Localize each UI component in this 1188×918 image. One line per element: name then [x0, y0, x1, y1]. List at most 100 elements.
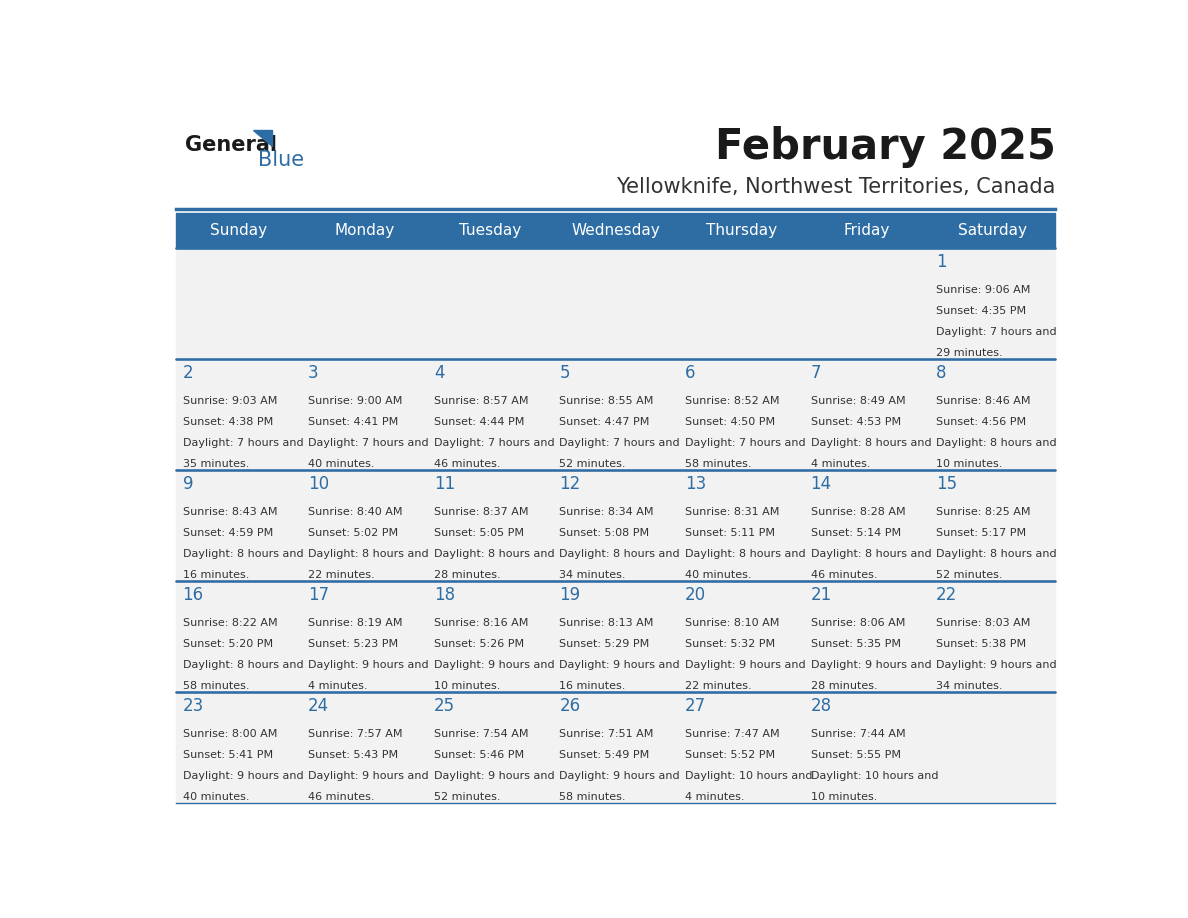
Text: Friday: Friday: [843, 223, 890, 238]
Text: 16 minutes.: 16 minutes.: [183, 570, 249, 580]
Text: Daylight: 7 hours and: Daylight: 7 hours and: [308, 438, 429, 448]
Bar: [302, 581, 428, 692]
Text: Sunset: 4:56 PM: Sunset: 4:56 PM: [936, 417, 1026, 427]
Text: Sunset: 5:29 PM: Sunset: 5:29 PM: [560, 639, 650, 649]
Text: 28 minutes.: 28 minutes.: [434, 570, 500, 580]
Text: 46 minutes.: 46 minutes.: [308, 792, 374, 802]
Bar: [804, 470, 930, 581]
Text: Daylight: 7 hours and: Daylight: 7 hours and: [560, 438, 680, 448]
Text: 35 minutes.: 35 minutes.: [183, 459, 249, 469]
Bar: [428, 359, 552, 470]
Text: 13: 13: [685, 475, 706, 493]
Text: 24: 24: [308, 697, 329, 715]
Bar: [428, 581, 552, 692]
Bar: [804, 692, 930, 803]
Text: 46 minutes.: 46 minutes.: [810, 570, 877, 580]
Text: Sunrise: 9:03 AM: Sunrise: 9:03 AM: [183, 396, 277, 406]
Text: Sunrise: 8:31 AM: Sunrise: 8:31 AM: [685, 507, 779, 517]
Text: 58 minutes.: 58 minutes.: [560, 792, 626, 802]
Text: Sunset: 5:26 PM: Sunset: 5:26 PM: [434, 639, 524, 649]
Text: Sunset: 5:05 PM: Sunset: 5:05 PM: [434, 528, 524, 538]
Text: 5: 5: [560, 364, 570, 382]
Text: Daylight: 9 hours and: Daylight: 9 hours and: [810, 660, 931, 670]
Text: Sunset: 4:59 PM: Sunset: 4:59 PM: [183, 528, 273, 538]
Text: 8: 8: [936, 364, 947, 382]
Text: Sunset: 4:38 PM: Sunset: 4:38 PM: [183, 417, 273, 427]
Text: Daylight: 10 hours and: Daylight: 10 hours and: [685, 771, 813, 781]
Text: 52 minutes.: 52 minutes.: [434, 792, 500, 802]
Text: 14: 14: [810, 475, 832, 493]
Text: 7: 7: [810, 364, 821, 382]
Text: Sunrise: 7:51 AM: Sunrise: 7:51 AM: [560, 729, 653, 739]
Text: 10: 10: [308, 475, 329, 493]
Text: Daylight: 9 hours and: Daylight: 9 hours and: [308, 660, 429, 670]
Text: Sunrise: 8:40 AM: Sunrise: 8:40 AM: [308, 507, 403, 517]
Text: 3: 3: [308, 364, 318, 382]
Text: 16: 16: [183, 586, 203, 604]
Bar: [678, 359, 804, 470]
Text: Sunrise: 8:25 AM: Sunrise: 8:25 AM: [936, 507, 1031, 517]
Text: Sunset: 5:32 PM: Sunset: 5:32 PM: [685, 639, 775, 649]
Text: Sunrise: 9:00 AM: Sunrise: 9:00 AM: [308, 396, 403, 406]
Text: 17: 17: [308, 586, 329, 604]
Polygon shape: [253, 130, 272, 145]
Text: Daylight: 9 hours and: Daylight: 9 hours and: [183, 771, 303, 781]
Text: Sunset: 4:47 PM: Sunset: 4:47 PM: [560, 417, 650, 427]
Text: 28: 28: [810, 697, 832, 715]
Bar: [176, 248, 302, 359]
Bar: [302, 248, 428, 359]
Text: Sunset: 5:17 PM: Sunset: 5:17 PM: [936, 528, 1026, 538]
Text: Sunrise: 8:46 AM: Sunrise: 8:46 AM: [936, 396, 1031, 406]
Text: Sunrise: 8:55 AM: Sunrise: 8:55 AM: [560, 396, 653, 406]
Text: 22 minutes.: 22 minutes.: [685, 681, 752, 691]
Text: Sunset: 5:46 PM: Sunset: 5:46 PM: [434, 750, 524, 760]
Bar: [428, 692, 552, 803]
Bar: [678, 581, 804, 692]
Text: 40 minutes.: 40 minutes.: [685, 570, 752, 580]
Text: Sunrise: 7:47 AM: Sunrise: 7:47 AM: [685, 729, 779, 739]
Bar: [176, 692, 302, 803]
Text: Sunset: 5:35 PM: Sunset: 5:35 PM: [810, 639, 901, 649]
Bar: [678, 213, 804, 248]
Text: Sunset: 5:49 PM: Sunset: 5:49 PM: [560, 750, 650, 760]
Text: Daylight: 7 hours and: Daylight: 7 hours and: [685, 438, 805, 448]
Text: Sunset: 5:02 PM: Sunset: 5:02 PM: [308, 528, 398, 538]
Text: 40 minutes.: 40 minutes.: [308, 459, 374, 469]
Text: Sunrise: 8:13 AM: Sunrise: 8:13 AM: [560, 618, 653, 628]
Text: Sunset: 4:41 PM: Sunset: 4:41 PM: [308, 417, 398, 427]
Text: Sunrise: 8:34 AM: Sunrise: 8:34 AM: [560, 507, 653, 517]
Bar: [302, 692, 428, 803]
Bar: [930, 359, 1055, 470]
Text: Daylight: 7 hours and: Daylight: 7 hours and: [434, 438, 555, 448]
Text: 19: 19: [560, 586, 581, 604]
Text: Sunset: 5:38 PM: Sunset: 5:38 PM: [936, 639, 1026, 649]
Bar: [552, 359, 678, 470]
Text: Daylight: 8 hours and: Daylight: 8 hours and: [183, 549, 303, 559]
Bar: [804, 213, 930, 248]
Text: 23: 23: [183, 697, 204, 715]
Text: Sunrise: 8:49 AM: Sunrise: 8:49 AM: [810, 396, 905, 406]
Text: Sunset: 4:50 PM: Sunset: 4:50 PM: [685, 417, 775, 427]
Text: Sunset: 5:55 PM: Sunset: 5:55 PM: [810, 750, 901, 760]
Text: 4: 4: [434, 364, 444, 382]
Text: 2: 2: [183, 364, 194, 382]
Text: Daylight: 8 hours and: Daylight: 8 hours and: [936, 549, 1057, 559]
Text: Blue: Blue: [258, 150, 304, 170]
Text: Daylight: 8 hours and: Daylight: 8 hours and: [183, 660, 303, 670]
Bar: [930, 581, 1055, 692]
Bar: [552, 470, 678, 581]
Bar: [930, 213, 1055, 248]
Text: 22: 22: [936, 586, 958, 604]
Text: Sunset: 5:11 PM: Sunset: 5:11 PM: [685, 528, 775, 538]
Text: 58 minutes.: 58 minutes.: [685, 459, 752, 469]
Text: 27: 27: [685, 697, 706, 715]
Text: 16 minutes.: 16 minutes.: [560, 681, 626, 691]
Text: Sunrise: 7:57 AM: Sunrise: 7:57 AM: [308, 729, 403, 739]
Text: Sunset: 4:44 PM: Sunset: 4:44 PM: [434, 417, 524, 427]
Text: Sunday: Sunday: [210, 223, 267, 238]
Bar: [302, 470, 428, 581]
Bar: [176, 581, 302, 692]
Text: 11: 11: [434, 475, 455, 493]
Text: Sunrise: 8:19 AM: Sunrise: 8:19 AM: [308, 618, 403, 628]
Text: Sunset: 5:41 PM: Sunset: 5:41 PM: [183, 750, 273, 760]
